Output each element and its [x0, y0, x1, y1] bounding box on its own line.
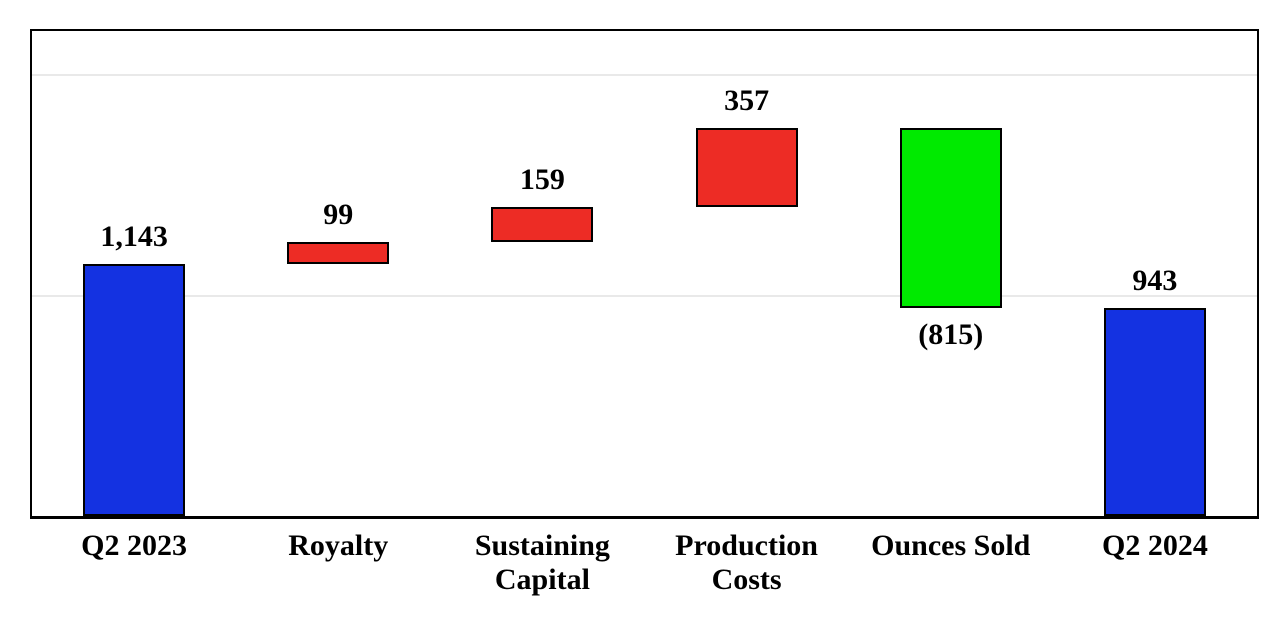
x-axis-label-text: Q2 2023: [81, 529, 187, 562]
plot-area: 1,143 99 159 357 (815) 943: [30, 29, 1259, 519]
gridline-2000: [32, 74, 1257, 77]
value-label-production-costs: 357: [724, 84, 770, 118]
value-label-sustaining-capital: 159: [519, 163, 565, 197]
value-label-q2-2023: 1,143: [100, 220, 168, 254]
x-axis-labels: Q2 2023 Royalty Sustaining Capital Producti…: [32, 529, 1257, 619]
bar-sustaining-capital: [491, 207, 594, 243]
bar-q2-2024: [1103, 308, 1206, 516]
bar-ounces-sold: [899, 128, 1002, 309]
x-axis-label-royalty: Royalty: [236, 529, 440, 563]
bar-royalty: [287, 242, 390, 264]
value-label-q2-2024: 943: [1132, 264, 1178, 298]
x-axis-label-sustaining-capital: Sustaining Capital: [440, 529, 644, 597]
gridline-1000: [32, 294, 1257, 297]
x-axis-label-text: Q2 2024: [1101, 529, 1208, 562]
x-axis-label-text: Royalty: [288, 529, 389, 562]
x-axis-label-ounces-sold: Ounces Sold: [849, 529, 1053, 563]
x-axis-label-text: Sustaining Capital: [474, 529, 610, 596]
x-axis-label-text: Ounces Sold: [871, 529, 1031, 562]
x-axis-label-production-costs: Production Costs: [645, 529, 849, 597]
value-label-royalty: 99: [323, 198, 354, 232]
x-axis-label-q2-2024: Q2 2024: [1053, 529, 1257, 563]
x-axis-label-text: Production Costs: [675, 529, 818, 596]
bar-production-costs: [695, 128, 798, 208]
x-axis-label-q2-2023: Q2 2023: [32, 529, 236, 563]
value-label-ounces-sold: (815): [918, 318, 984, 352]
bar-q2-2023: [83, 264, 186, 516]
